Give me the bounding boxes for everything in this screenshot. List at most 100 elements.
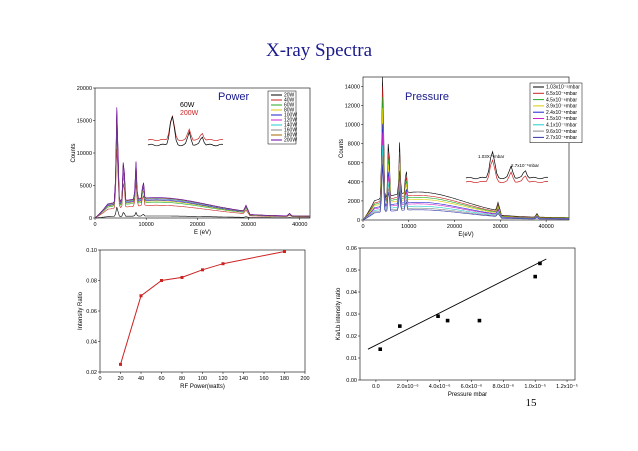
legend-entry: 2.4x10⁻⁶mbar (546, 110, 577, 116)
x-tick-label: 0.0 (372, 384, 380, 390)
ratio-power-point (180, 275, 184, 279)
ratio-pressure-point (538, 261, 542, 266)
x-tick-label: 1.0x10⁻⁵ (524, 383, 546, 390)
x-tick-label: 40 (138, 376, 144, 382)
legend-entry: 160W (284, 128, 297, 134)
chart-intensity-ratio-vs-power: 0 20 40 60 80 100 120 140 160 180 200 0.02 0.04 0.06 0… (78, 248, 310, 390)
y-tick-label: 0.05 (346, 268, 357, 274)
x-tick-label: 80 (179, 376, 185, 382)
x-tick-label: 8.0x10⁻⁶ (492, 383, 514, 390)
chart-power-spectra: 0 10000 20000 30000 40000 0 5000 10000 15000 2000… (71, 86, 311, 236)
legend-entry: 140W (284, 123, 297, 129)
y-tick-label: 0.04 (346, 290, 357, 296)
plot-frame (359, 247, 576, 381)
y-tick-label: 2000 (348, 199, 360, 205)
inset-label: 1.03X⁻⁵mbar (478, 154, 505, 159)
x-axis-label: RF Power(watts) (180, 384, 225, 390)
y-tick-label: 0.04 (86, 340, 97, 346)
x-tick-label: 160 (259, 376, 268, 382)
fit-line (367, 258, 547, 350)
spectrum-line-10 (94, 107, 310, 219)
inset-label: 200W (180, 110, 199, 117)
x-tick-label: 0 (361, 224, 364, 230)
y-tick-label: 0 (357, 218, 360, 224)
y-tick-label: 0.06 (346, 246, 357, 252)
ratio-pressure-point (398, 324, 402, 328)
chart-pressure-spectra: 0 10000 20000 30000 40000 0 2000 4000 6000 8000 10… (339, 76, 583, 238)
legend-entry: 2.7x10⁻⁶mbar (546, 135, 577, 141)
y-tick-label: 5000 (80, 184, 92, 190)
x-tick-label: 200 (300, 376, 309, 382)
ratio-power-point (119, 362, 122, 366)
legend-entry: 60W (284, 103, 295, 109)
y-axis-label: Intensity Ratio (78, 291, 84, 330)
x-axis-label: E (eV) (194, 230, 211, 236)
y-tick-label: 12000 (345, 104, 360, 110)
inset-label: 60W (180, 102, 195, 109)
page-number: 15 (526, 397, 538, 409)
ratio-power-point (160, 279, 163, 282)
y-tick-label: 0.01 (346, 356, 357, 362)
ratio-power-point (221, 262, 225, 266)
x-axis-label: E(eV) (458, 232, 473, 238)
x-tick-label: 20000 (190, 222, 205, 228)
y-tick-label: 0.02 (346, 334, 357, 340)
x-tick-label: 10000 (401, 224, 416, 230)
x-tick-label: 40000 (292, 222, 307, 228)
inset-line-red (147, 114, 224, 142)
y-tick-label: 4000 (348, 180, 360, 186)
spectrum-line-2 (94, 148, 310, 219)
x-tick-label: 60 (158, 376, 164, 382)
ratio-pressure-point (445, 318, 450, 323)
legend-entry: 100W (284, 113, 297, 119)
y-tick-label: 0.10 (86, 248, 97, 254)
x-tick-label: 30000 (493, 224, 508, 230)
legend-entry: 4.5x10⁻⁶mbar (546, 97, 577, 103)
x-tick-label: 20 (117, 376, 123, 382)
legend-entry: 9.6x10⁻⁶mbar (546, 129, 577, 135)
x-tick-label: 1.2x10⁻⁵ (556, 383, 578, 390)
y-tick-label: 14000 (345, 85, 360, 91)
y-tick-label: 0.06 (86, 309, 97, 315)
x-tick-label: 40000 (538, 224, 553, 230)
spectrum-line-1 (94, 207, 310, 219)
x-tick-label: 100 (198, 376, 207, 382)
legend-entry: 3.9x10⁻⁶mbar (546, 104, 577, 110)
legend-entry: 200W (284, 138, 297, 144)
inset-line-red (465, 158, 549, 184)
plot-frame (99, 249, 306, 373)
x-tick-label: 20000 (447, 224, 462, 230)
chart-intensity-ratio-vs-pressure: 0.0 2.0x10⁻⁶ 4.0x10⁻⁶ 6.0x10⁻⁶ 8.0x10⁻⁶ 1.0x1… (336, 246, 578, 398)
legend-entry: 20W (284, 93, 295, 99)
legend-entry: 180W (284, 133, 297, 139)
y-tick-label: 10000 (77, 151, 92, 157)
spectrum-line-9 (362, 164, 569, 221)
legend-entry: 40W (284, 98, 295, 104)
x-axis-label: Pressure mbar (448, 392, 487, 398)
panel-title: Power (218, 91, 250, 103)
y-tick-label: 6000 (348, 161, 360, 167)
legend-entry: 80W (284, 108, 295, 114)
plot-frame (362, 76, 570, 221)
x-tick-label: 0 (98, 376, 101, 382)
y-tick-label: 0 (89, 216, 92, 222)
ratio-power-point (201, 268, 204, 272)
y-tick-label: 0.08 (86, 279, 97, 285)
slide-title: X-ray Spectra (266, 40, 373, 61)
x-tick-label: 0 (93, 222, 96, 228)
y-tick-label: 15000 (77, 119, 92, 125)
legend-entry: 1.03x10⁻⁵mbar (546, 85, 580, 91)
y-tick-label: 20000 (77, 86, 92, 92)
x-tick-label: 120 (218, 376, 227, 382)
inset-label: 2.7x10⁻⁶mbar (511, 163, 539, 168)
ratio-pressure-point (477, 318, 482, 323)
x-tick-label: 6.0x10⁻⁶ (461, 383, 483, 390)
inset-line-black (147, 116, 224, 147)
y-axis-label: Counts (71, 143, 77, 162)
y-tick-label: 0.03 (346, 312, 357, 318)
y-tick-label: 8000 (348, 142, 360, 148)
y-tick-label: 0.02 (86, 370, 97, 376)
ratio-power-point (283, 250, 286, 254)
x-tick-label: 30000 (241, 222, 256, 228)
